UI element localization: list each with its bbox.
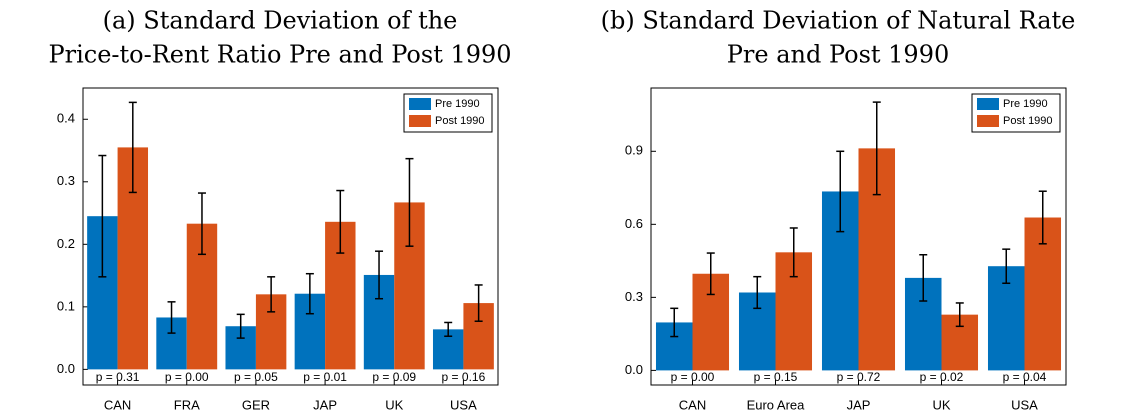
x-tick-label: UK (932, 397, 950, 412)
y-tick-label: 0.9 (625, 143, 643, 158)
legend-swatch (977, 98, 999, 110)
p-value-label: p = 0.09 (372, 370, 416, 384)
chart-title: (b) Standard Deviation of Natural Rate (601, 7, 1076, 35)
p-value-label: p = 0.01 (303, 370, 347, 384)
chart-title: Pre and Post 1990 (727, 41, 950, 69)
y-tick-label: 0.1 (57, 298, 75, 313)
x-tick-label: USA (1011, 397, 1038, 412)
p-value-label: p = 0.72 (837, 370, 881, 384)
y-tick-label: 0.4 (57, 111, 75, 126)
p-value-label: p = 0.15 (754, 370, 798, 384)
x-tick-label: CAN (679, 397, 706, 412)
legend-label: Pre 1990 (435, 98, 480, 110)
chart-title: (a) Standard Deviation of the (103, 7, 458, 35)
x-tick-label: JAP (313, 397, 337, 412)
legend-label: Post 1990 (1003, 115, 1053, 127)
y-tick-label: 0.3 (57, 173, 75, 188)
x-tick-label: JAP (847, 397, 871, 412)
legend-swatch (409, 98, 431, 110)
p-value-label: p = 0.04 (1003, 370, 1047, 384)
legend-label: Post 1990 (435, 115, 485, 127)
y-tick-label: 0.3 (625, 289, 643, 304)
p-value-label: p = 0.00 (671, 370, 715, 384)
y-tick-label: 0.0 (625, 362, 643, 377)
x-tick-label: GER (242, 397, 270, 412)
legend-swatch (409, 115, 431, 127)
p-value-label: p = 0.00 (165, 370, 209, 384)
y-tick-label: 0.2 (57, 236, 75, 251)
y-tick-label: 0.6 (625, 216, 643, 231)
plot-frame (82, 87, 499, 386)
p-value-label: p = 0.02 (920, 370, 964, 384)
legend-swatch (977, 115, 999, 127)
p-value-label: p = 0.05 (234, 370, 278, 384)
y-tick-label: 0.0 (57, 361, 75, 376)
p-value-label: p = 0.31 (96, 370, 140, 384)
x-tick-label: Euro Area (747, 397, 806, 412)
x-tick-label: FRA (174, 397, 200, 412)
chart-title: Price-to-Rent Ratio Pre and Post 1990 (48, 41, 511, 69)
p-value-label: p = 0.16 (442, 370, 486, 384)
x-tick-label: USA (450, 397, 477, 412)
x-tick-label: UK (385, 397, 403, 412)
x-tick-label: CAN (104, 397, 131, 412)
legend-label: Pre 1990 (1003, 98, 1048, 110)
